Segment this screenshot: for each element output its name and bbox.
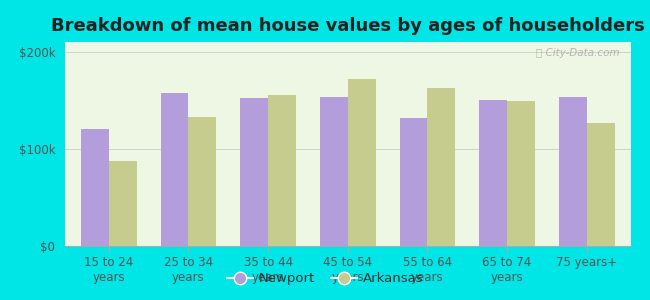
Bar xyxy=(587,123,614,246)
Title: Breakdown of mean house values by ages of householders: Breakdown of mean house values by ages o… xyxy=(51,17,645,35)
Bar xyxy=(240,98,268,246)
Bar xyxy=(81,129,109,246)
Bar xyxy=(109,161,136,246)
Bar xyxy=(320,98,348,246)
Bar xyxy=(559,98,587,246)
Legend: Newport, Arkansas: Newport, Arkansas xyxy=(222,267,428,290)
Bar xyxy=(479,100,507,246)
Bar xyxy=(507,101,535,246)
Bar xyxy=(428,88,455,246)
Bar xyxy=(268,95,296,246)
Text: ⓘ City-Data.com: ⓘ City-Data.com xyxy=(536,48,619,58)
Bar xyxy=(348,79,376,246)
Bar xyxy=(400,118,428,246)
Bar xyxy=(161,94,188,246)
Bar xyxy=(188,117,216,246)
